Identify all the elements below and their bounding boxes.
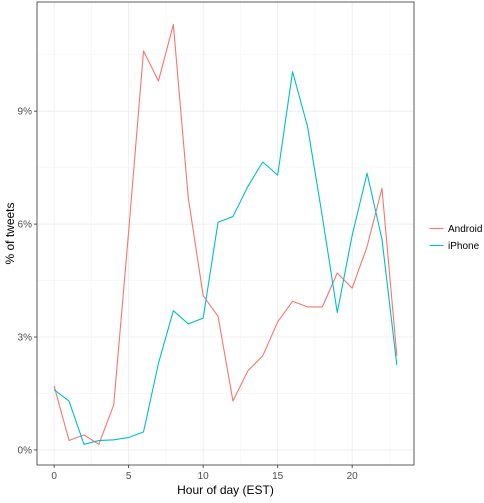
series-line-android	[53, 24, 398, 445]
y-tick-label: 6%	[18, 220, 33, 231]
y-axis-title: % of tweets	[3, 202, 17, 264]
y-tick-label: 3%	[18, 333, 33, 344]
x-tick-label: 10	[198, 471, 210, 482]
legend-label-iphone: iPhone	[448, 241, 480, 252]
series-line-iphone	[53, 71, 398, 445]
legend-label-android: Android	[448, 224, 482, 235]
x-tick-label: 0	[51, 471, 57, 482]
x-tick-label: 5	[126, 471, 132, 482]
y-tick-label: 9%	[18, 107, 33, 118]
x-tick-label: 15	[272, 471, 284, 482]
plot-panel	[37, 2, 414, 465]
y-tick-label: 0%	[18, 445, 33, 456]
x-axis-title: Hour of day (EST)	[177, 483, 274, 497]
x-tick-label: 20	[347, 471, 359, 482]
panel-border	[36, 1, 415, 466]
